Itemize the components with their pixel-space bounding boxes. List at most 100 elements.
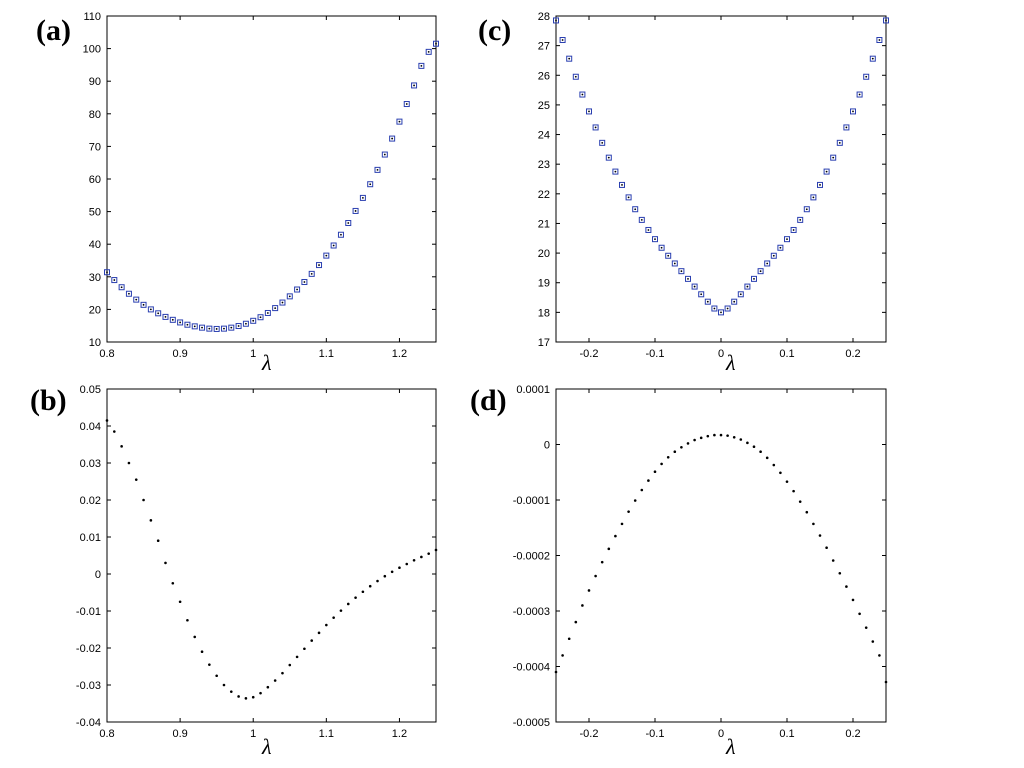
x-tick-label: 1 — [250, 728, 256, 740]
data-point — [259, 691, 262, 695]
data-point — [658, 244, 665, 251]
data-point-center — [726, 307, 729, 310]
data-point — [581, 604, 584, 607]
y-tick-label: 0.05 — [80, 384, 101, 396]
data-point — [178, 600, 182, 604]
data-point — [599, 139, 606, 146]
data-point — [229, 690, 233, 693]
data-point — [751, 275, 757, 282]
data-point-center — [303, 281, 306, 283]
y-tick-label: -0.0004 — [513, 662, 550, 674]
data-point — [134, 478, 138, 481]
data-point — [242, 320, 249, 327]
x-tick-label: 1 — [250, 348, 256, 360]
data-point-center — [588, 110, 590, 113]
data-point — [772, 463, 776, 467]
data-point-center — [369, 183, 372, 186]
data-point — [559, 37, 566, 44]
data-point — [222, 683, 226, 687]
data-point-center — [120, 286, 123, 289]
data-point-center — [640, 218, 643, 221]
y-tick-label: 26 — [538, 70, 550, 82]
data-point-center — [561, 39, 564, 41]
x-tick-label: 0 — [718, 728, 724, 740]
data-point-center — [766, 262, 769, 265]
data-point — [162, 313, 169, 320]
data-point — [156, 539, 160, 542]
data-point — [149, 519, 153, 522]
series-b — [105, 419, 438, 700]
y-tick-label: -0.0003 — [513, 606, 550, 618]
x-tick-label: 0.1 — [779, 728, 794, 740]
x-tick-label: 0.9 — [172, 728, 187, 740]
data-point — [396, 118, 403, 125]
data-point — [279, 299, 286, 306]
data-point — [798, 500, 802, 503]
data-point — [352, 207, 359, 214]
data-point — [133, 296, 140, 303]
data-point-center — [135, 298, 138, 301]
data-point — [823, 168, 830, 175]
data-point-center — [383, 153, 386, 156]
data-point-center — [654, 238, 656, 241]
data-point — [685, 275, 691, 282]
data-point — [825, 546, 828, 550]
y-tick-label: 10 — [89, 337, 101, 349]
data-point — [412, 559, 416, 562]
data-point-center — [296, 288, 298, 291]
ticks-a: 0.8 0.9 1 1.1 1.2 10 20 30 40 50 60 70 80 90 100 110 — [83, 11, 436, 360]
data-point — [607, 547, 611, 551]
y-tick-label: 24 — [538, 130, 550, 142]
data-point-center — [325, 254, 328, 257]
data-point — [561, 654, 564, 657]
data-point — [686, 442, 690, 445]
data-point — [346, 602, 350, 606]
data-point — [737, 291, 744, 298]
plot-frame-c — [555, 15, 887, 343]
data-point — [633, 499, 637, 502]
data-point — [330, 242, 337, 249]
data-point — [739, 438, 743, 441]
data-point — [836, 139, 843, 146]
data-point — [757, 268, 764, 275]
data-point — [140, 301, 147, 308]
y-tick-label: 0.0001 — [516, 384, 550, 396]
data-point — [678, 268, 685, 275]
x-tick-label: -0.1 — [646, 348, 665, 360]
series-a — [104, 40, 439, 332]
x-tick-label: 0.9 — [172, 348, 187, 360]
data-point — [785, 480, 789, 483]
data-point-center — [812, 196, 815, 199]
data-point-center — [693, 285, 696, 288]
data-point-center — [805, 208, 808, 211]
data-point — [698, 291, 705, 298]
data-point — [303, 647, 306, 651]
data-point-center — [376, 168, 379, 171]
data-point — [579, 91, 586, 98]
data-point — [731, 298, 738, 305]
x-tick-label: -0.2 — [580, 728, 599, 740]
data-point — [381, 151, 388, 158]
data-point — [294, 286, 301, 293]
data-point — [792, 489, 795, 493]
data-point-center — [832, 156, 835, 159]
x-tick-label: -0.1 — [646, 728, 665, 740]
data-point — [732, 435, 736, 439]
data-point-center — [878, 39, 881, 41]
data-point — [295, 655, 299, 659]
data-point — [177, 319, 184, 326]
data-point — [374, 166, 381, 173]
x-tick-label: 1.1 — [319, 728, 334, 740]
data-point — [567, 637, 571, 641]
data-point — [383, 574, 387, 578]
data-point — [127, 461, 131, 465]
y-tick-label: 27 — [538, 41, 550, 53]
data-point — [199, 324, 206, 331]
data-point-center — [607, 156, 610, 159]
data-point — [553, 17, 559, 24]
x-tick-label: 1.1 — [319, 348, 334, 360]
data-point — [359, 194, 366, 201]
data-point-center — [786, 238, 788, 241]
data-point-center — [746, 285, 749, 288]
